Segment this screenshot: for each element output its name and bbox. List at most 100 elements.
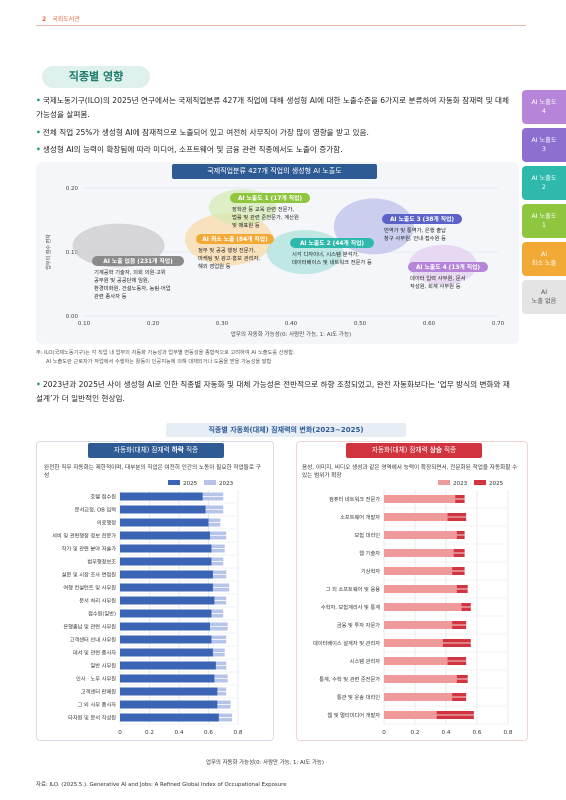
x-tick-label: 0.2 [145, 730, 154, 736]
cluster-description-line: 공무원 및 공공단체 임원, [94, 276, 150, 284]
bar-2025 [120, 492, 203, 501]
cluster-name: AI 노출도 3 (38개 직업) [390, 215, 454, 223]
category-label: 컴퓨터 네트워크 전문가 [329, 495, 380, 503]
x-tick-label: 0.40 [285, 321, 298, 327]
x-tick-label: 0.8 [234, 730, 243, 736]
x-axis-label: 업무의 자동화 가능성(0: 사람만 가능, 1: AI도 가능) [231, 330, 351, 338]
cluster-name: AI 노출도 1 (17개 직업) [238, 194, 302, 202]
category-label: 그 외 사무 종사자 [78, 701, 117, 709]
legend-swatch [474, 480, 486, 485]
bar-2025 [120, 518, 209, 527]
category-label: 통관 및 운송 대리인 [337, 693, 380, 701]
bar-2025 [120, 713, 219, 722]
category-label: 데이터베이스 설계자 및 관리자 [313, 639, 380, 647]
bar-2023 [384, 531, 457, 539]
legend-label: 2023 [219, 481, 234, 487]
category-label: 웹 기술자 [359, 549, 380, 557]
publication-name: 국회도서관 [52, 16, 80, 23]
cluster-description-line: 데이터 입력 사무원, 문서 [410, 274, 466, 282]
x-tick-label: 0 [382, 730, 386, 736]
side-tab-label: AI 노출도 [531, 137, 557, 144]
side-tab-label: AI 노출도 [531, 99, 557, 106]
bar-2025 [120, 531, 210, 540]
cluster-label-bg [92, 256, 184, 266]
bullet-4: • 2023년과 2025년 사이 생성형 AI로 인한 직종별 자동화 및 대체… [36, 380, 510, 403]
cluster-description-line: 번역가 및 통역가, 은행 출납 [384, 226, 446, 234]
cluster-description-line: 환경미화원, 건설노동자, 농림·어업 [94, 284, 171, 292]
bar-2023 [384, 621, 453, 629]
category-label: 데서 및 관련 종사자 [73, 649, 116, 657]
bar-2023 [384, 711, 437, 719]
legend-label: 2025 [183, 481, 198, 487]
category-label: 접수원(일반) [88, 610, 116, 618]
cluster-description-line: 작성원, 회계 사무원 등 [410, 282, 461, 290]
cluster-label: AI 최소 노출 (84개 직업) 정부 및 공공 행정 전문가,마케팅 및 광고… [196, 234, 274, 270]
bar-2023 [384, 513, 448, 521]
bar-2023 [384, 549, 454, 557]
category-label: 문서교정, OB 입력 [75, 506, 116, 514]
cluster-description-line: 마케팅 및 광고·홍보 관리자, [198, 254, 260, 262]
side-tab-0[interactable]: AI 노출도 4 [522, 90, 566, 124]
bar-2025 [120, 557, 212, 566]
x-tick-label: 0.8 [504, 730, 513, 736]
category-label: 타자원 및 문서 작성원 [68, 714, 116, 722]
scatter-chart: 0.000.100.200.10 0.20 0.30 0.40 0.50 0.60 0.70… [45, 186, 505, 338]
cluster-description-line: 기계공학 기술자, 의회 의원·고위 [94, 268, 166, 276]
bar-2023 [384, 693, 453, 701]
bar-2025 [120, 544, 212, 553]
source-note: 자료: ILO. (2025.5.). Generative AI and Jo… [36, 782, 287, 788]
bullet-1: • 국제노동기구(ILO)의 2025년 연구에서는 국제직업분류 427개 직업… [36, 96, 509, 119]
cluster-description-line: 해외 영업원 등 [198, 262, 231, 270]
cluster-description-line: 장학관 등 교육 관련 전문가, [232, 205, 294, 213]
bar-2025 [120, 661, 216, 670]
bar-2023 [384, 657, 448, 665]
side-tab-1[interactable]: AI 노출도 3 [522, 128, 566, 162]
cluster-label-bg [230, 193, 310, 203]
bar-2025 [120, 622, 210, 631]
header-divider [36, 25, 526, 26]
scatter-note-2: AI 노출도란 근로자가 작업에서 수행하는 활동이 인공지능에 의해 대체되거… [46, 359, 272, 365]
bar-2023 [384, 675, 457, 683]
side-tab-2[interactable]: AI 노출도 2 [522, 166, 566, 200]
side-tab-3[interactable]: AI 노출도 1 [522, 204, 566, 238]
cluster-description-line: 및 매표원 등 [232, 221, 260, 229]
x-tick-label: 0.30 [216, 321, 229, 327]
category-label: 문서 처리 사무원 [79, 597, 116, 605]
category-label: 시스템 관리자 [350, 657, 381, 665]
bar-2025 [120, 596, 215, 605]
cluster-label-bg [290, 238, 374, 248]
category-label: 통계, 수학 및 관련 준전문가 [319, 675, 380, 683]
side-tab-sub: 1 [542, 222, 546, 229]
rise-panel [296, 441, 528, 741]
cluster-name: AI 노출도 4 (13개 직업) [416, 263, 480, 271]
side-tab-5[interactable]: AI 노출 없음 [522, 280, 566, 314]
side-tab-sub: 3 [542, 146, 546, 153]
side-tab-sub: 최소 노출 [531, 260, 557, 267]
category-label: 기상학자 [361, 567, 380, 575]
cluster-name: AI 노출도 2 (44개 직업) [300, 239, 364, 247]
cluster-label-bg [382, 214, 462, 224]
category-label: 고객센터 안내 사무원 [70, 636, 116, 644]
side-tab-label: AI [540, 289, 548, 296]
x-tick-label: 0.60 [423, 321, 436, 327]
x-tick-label: 0.70 [492, 321, 505, 327]
bar-2025 [120, 505, 206, 514]
category-label: 소프트웨어 개발자 [340, 513, 380, 521]
side-tab-4[interactable]: AI 최소 노출 [522, 242, 566, 276]
bar-2025 [120, 583, 213, 592]
category-label: 금융 및 투자 자문가 [337, 621, 380, 629]
x-tick-label: 0.20 [147, 321, 160, 327]
bar-2023 [384, 567, 453, 575]
side-tab-sub: 노출 없음 [531, 298, 557, 305]
cluster-description-line: 데이터베이스 및 네트워크 전문가 등 [292, 258, 372, 266]
category-label: 고객센터 판매원 [81, 688, 116, 696]
bar-2025 [120, 609, 212, 618]
rise-tab: 자동화(대체) 잠재력 상승 직종 [346, 443, 482, 458]
cluster-label: AI 노출도 2 (44개 직업) 시각 디자이너, 시스템 분석가,데이터베이스… [290, 238, 374, 266]
legend-swatch [168, 480, 180, 485]
cluster-label: AI 노출 없음 (231개 직업) 기계공학 기술자, 의회 의원·고위공무원 … [92, 256, 184, 300]
category-label: 보험 대리인 [354, 531, 380, 539]
y-tick-label: 0.10 [66, 250, 79, 256]
